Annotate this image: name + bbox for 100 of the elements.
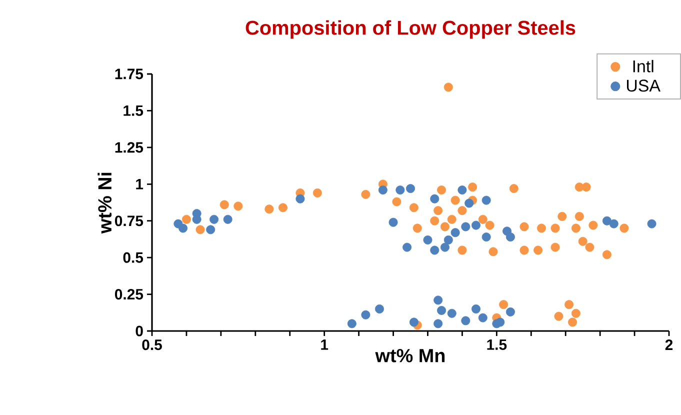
point	[361, 190, 370, 199]
point	[396, 186, 405, 195]
point	[609, 219, 618, 228]
point	[458, 186, 467, 195]
point	[582, 182, 591, 192]
point	[554, 312, 564, 321]
x-tick-label: 1.5	[487, 340, 507, 350]
point	[471, 304, 480, 314]
point	[444, 82, 453, 92]
point	[571, 224, 580, 233]
point	[409, 203, 418, 212]
point	[550, 224, 560, 233]
point	[412, 224, 422, 233]
point	[347, 319, 356, 328]
legend-label: USA	[626, 80, 660, 92]
point	[430, 194, 440, 204]
point	[409, 318, 418, 327]
point	[534, 246, 543, 255]
point	[450, 196, 460, 205]
point	[434, 296, 443, 305]
point	[488, 247, 498, 256]
point	[437, 306, 446, 315]
point	[278, 203, 288, 212]
point	[506, 232, 515, 242]
point	[223, 214, 232, 224]
point	[485, 220, 494, 230]
x-tick-label: 2	[665, 340, 673, 350]
point	[392, 197, 402, 206]
point	[461, 222, 470, 232]
point	[482, 232, 491, 242]
point	[478, 313, 488, 322]
point	[602, 216, 612, 226]
y-tick-label: 1.5	[124, 106, 144, 116]
point	[461, 316, 470, 326]
point	[509, 184, 518, 194]
point	[440, 222, 450, 232]
point	[571, 308, 580, 318]
point	[402, 242, 412, 252]
point	[434, 206, 443, 216]
point	[220, 200, 229, 210]
point	[450, 228, 460, 238]
point	[499, 300, 508, 310]
y-tick-label: 0	[136, 326, 143, 336]
point	[520, 246, 529, 255]
point	[234, 202, 243, 211]
y-tick-label: 0.75	[114, 216, 144, 226]
x-axis-title: wt% Mn	[375, 348, 445, 362]
point	[378, 186, 388, 195]
point	[458, 246, 467, 255]
legend-label: Intl	[633, 60, 654, 72]
point	[440, 242, 450, 252]
point	[568, 318, 577, 327]
point	[588, 220, 598, 230]
y-tick-label: 1	[136, 179, 144, 190]
point	[447, 308, 456, 318]
y-axis-title: wt% Ni	[98, 172, 112, 234]
point	[471, 220, 480, 230]
point	[602, 250, 612, 260]
point	[564, 300, 574, 310]
point	[437, 186, 446, 195]
point	[434, 319, 443, 328]
point	[574, 212, 584, 221]
point	[482, 196, 491, 205]
point	[210, 214, 219, 224]
point	[464, 198, 474, 208]
point	[312, 188, 322, 198]
point	[468, 182, 478, 192]
point	[478, 214, 488, 224]
point	[536, 224, 546, 233]
point	[430, 246, 440, 255]
y-tick-label: 1.75	[115, 68, 144, 80]
point	[388, 218, 398, 227]
point	[444, 235, 453, 244]
chart-title: Composition of Low Copper Steels	[246, 20, 576, 39]
point	[196, 225, 205, 234]
point	[520, 222, 529, 232]
point	[647, 219, 656, 228]
point	[550, 242, 560, 252]
point	[585, 242, 594, 252]
point	[506, 307, 515, 316]
point	[496, 318, 505, 327]
point	[264, 204, 274, 214]
point	[423, 235, 432, 244]
point	[374, 304, 384, 314]
point	[178, 224, 188, 233]
point	[430, 216, 440, 226]
x-tick-label: 1	[321, 340, 328, 350]
y-tick-label: 0.5	[123, 252, 144, 263]
y-tick-label: 1.25	[115, 142, 144, 153]
point	[296, 194, 305, 204]
point	[361, 310, 370, 320]
point	[406, 184, 416, 194]
point	[578, 236, 588, 246]
point	[206, 225, 216, 234]
point	[558, 212, 567, 221]
point	[182, 214, 191, 224]
point	[620, 224, 629, 233]
y-tick-label: 0.25	[114, 288, 144, 300]
point	[447, 214, 456, 224]
point	[458, 206, 467, 216]
